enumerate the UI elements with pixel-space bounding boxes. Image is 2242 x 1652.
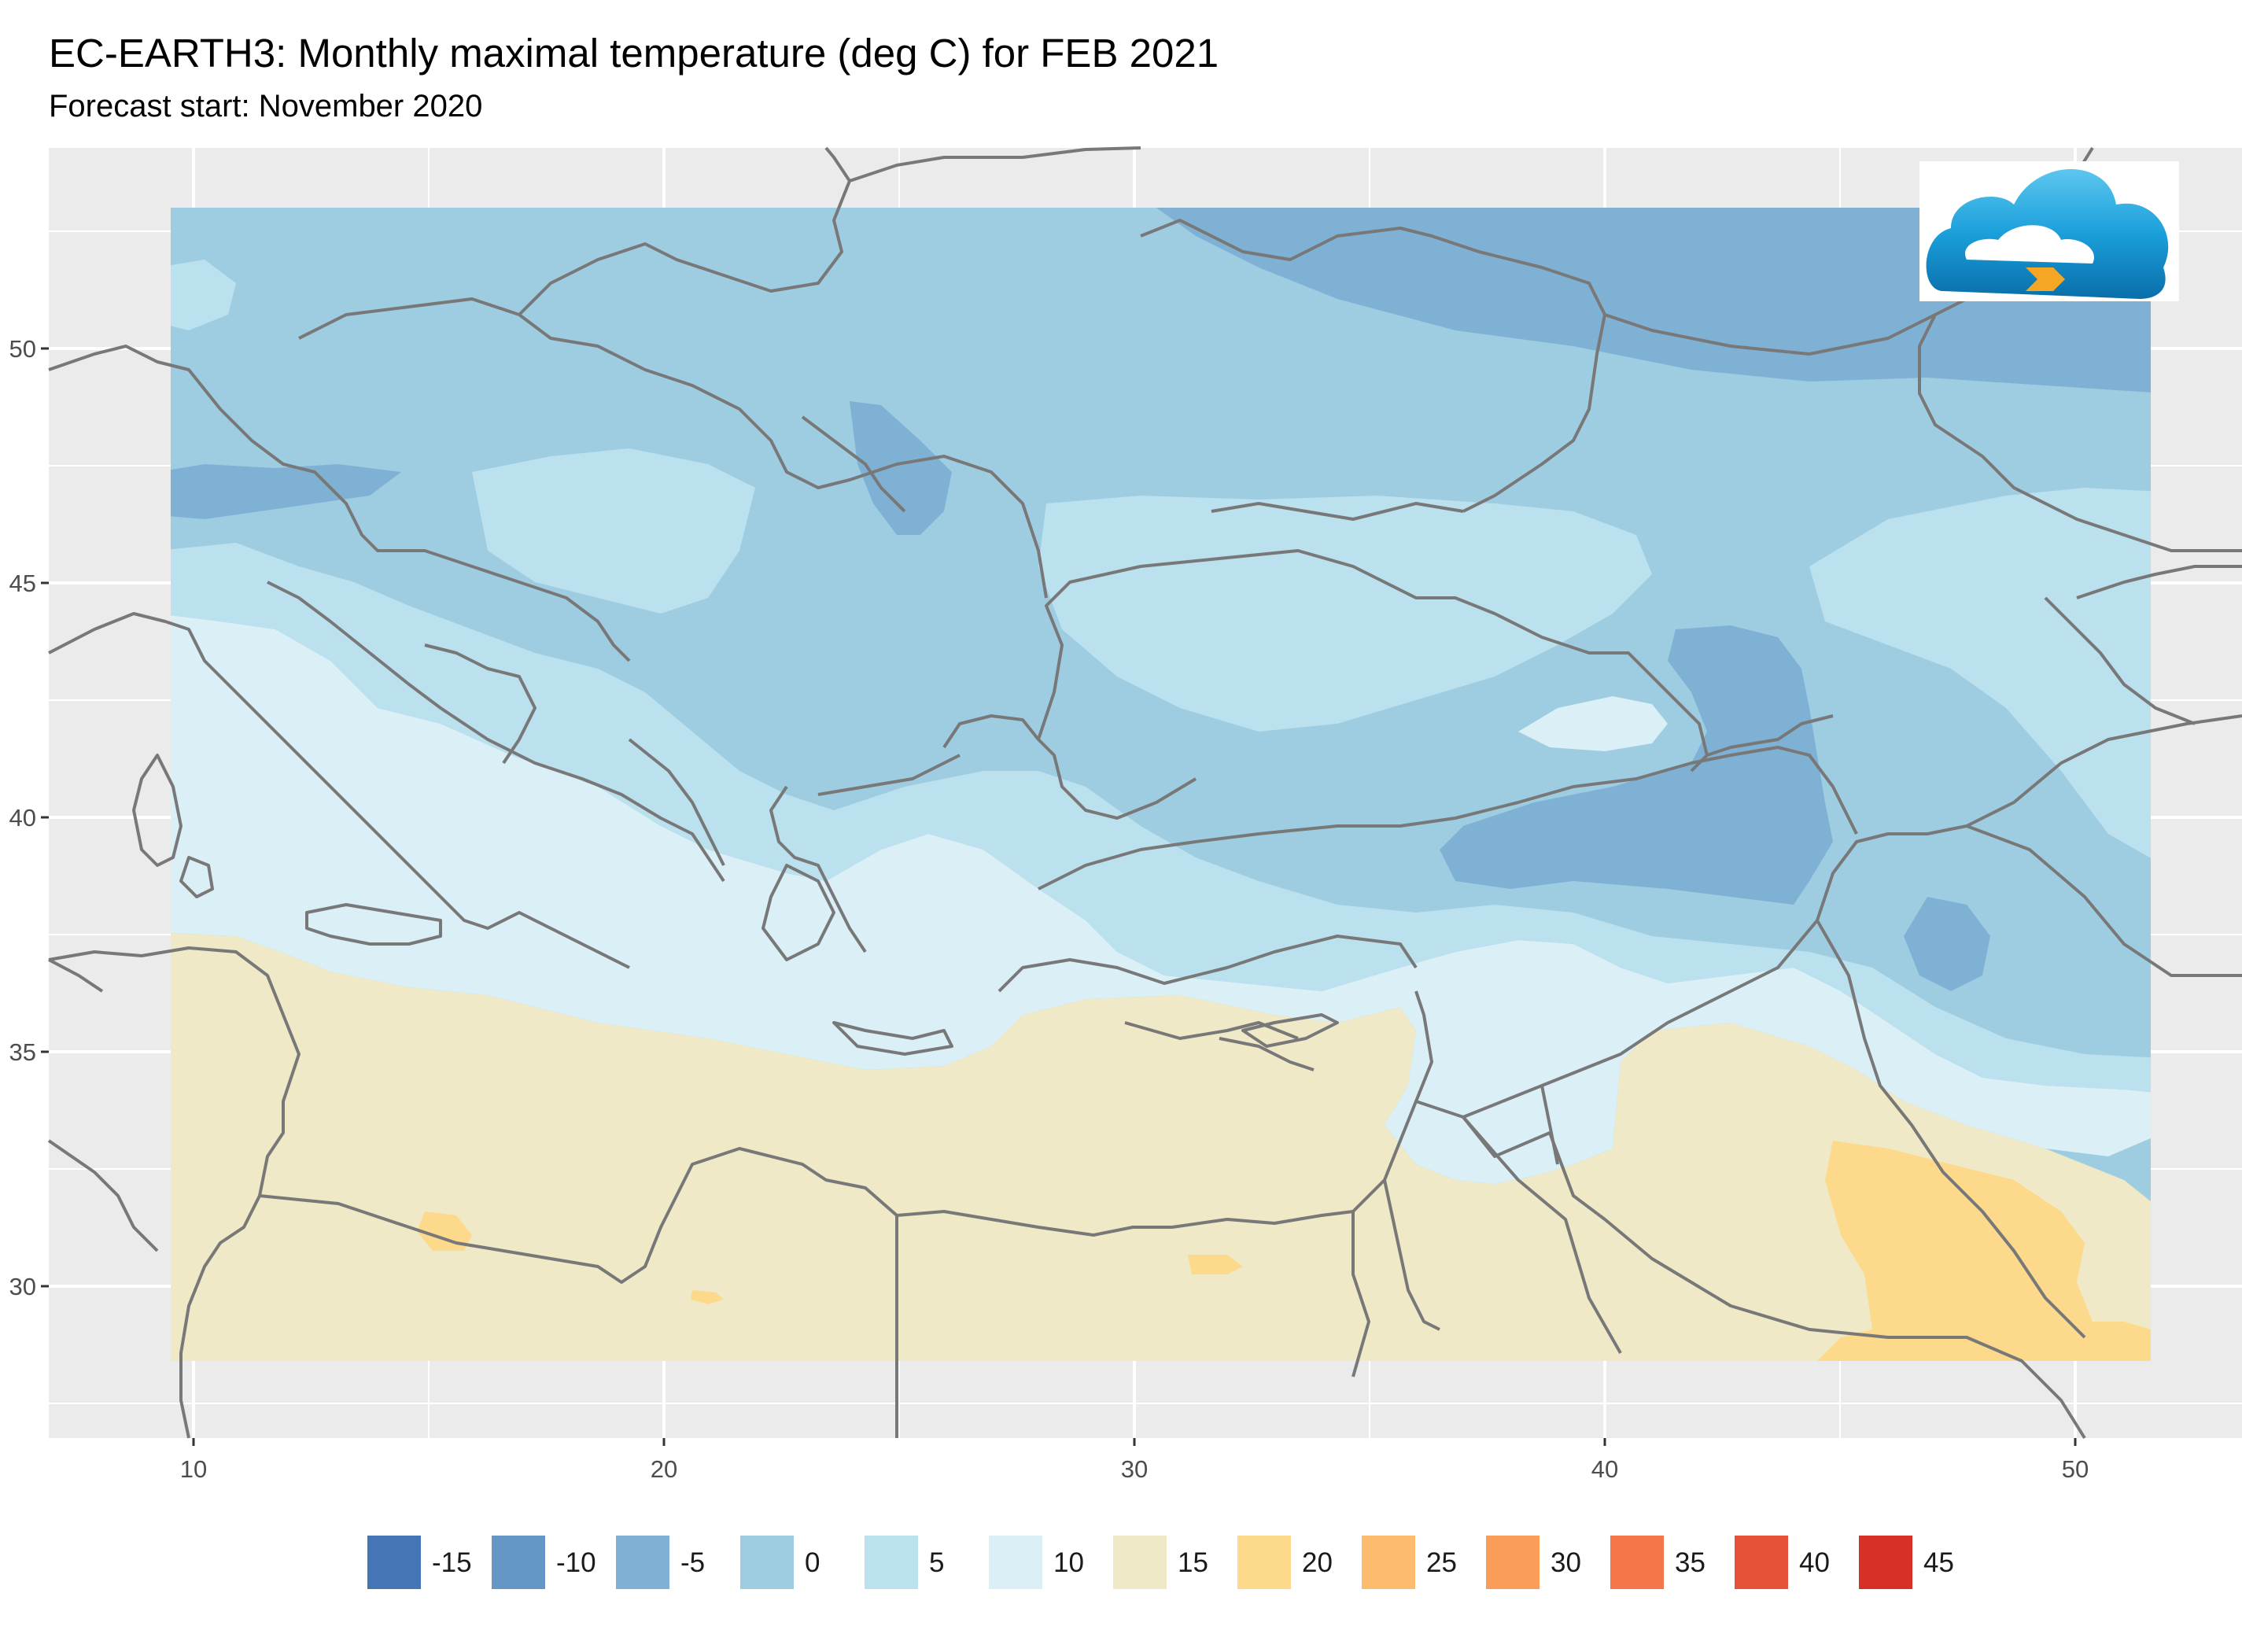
chart-title: EC-EARTH3: Monthly maximal temperature (…: [49, 31, 1219, 76]
legend-label: -5: [680, 1547, 705, 1578]
legend-swatch: [865, 1536, 918, 1589]
country-borders: [47, 146, 2242, 1440]
field-level-m5d: [1440, 625, 1833, 905]
legend-label: 25: [1426, 1547, 1457, 1578]
y-tick-label: 40: [9, 804, 36, 832]
legend-swatch: [1486, 1536, 1540, 1589]
legend: -15 -10 -5 0 5 10 15 20 25 30 35 40 45: [367, 1536, 1954, 1589]
field-level-10: [171, 615, 2151, 1184]
legend-label: 20: [1302, 1547, 1333, 1578]
legend-swatch: [740, 1536, 794, 1589]
field-level-m5b: [850, 401, 952, 535]
x-tick-label: 50: [2062, 1455, 2089, 1483]
legend-swatch: [492, 1536, 545, 1589]
x-tick-label: 10: [180, 1455, 207, 1483]
legend-swatch: [1859, 1536, 1912, 1589]
field-level-5d: [1809, 488, 2151, 858]
chart-subtitle: Forecast start: November 2020: [49, 89, 483, 124]
legend-swatch: [616, 1536, 669, 1589]
y-tick-label: 35: [9, 1038, 36, 1066]
x-tick-label: 30: [1121, 1455, 1148, 1483]
field-level-20b: [417, 1211, 472, 1251]
cloud-logo-icon: [1919, 161, 2179, 301]
field-level-5c: [1038, 496, 1652, 732]
legend-swatch: [1113, 1536, 1167, 1589]
x-tick-label: 20: [651, 1455, 677, 1483]
legend-label: 40: [1799, 1547, 1830, 1578]
field-level-5a: [171, 543, 2151, 1093]
field-level-5e: [171, 260, 236, 330]
legend-swatch: [1735, 1536, 1788, 1589]
field-level-15: [171, 932, 2151, 1361]
legend-swatch: [1237, 1536, 1291, 1589]
field-level-20c: [1188, 1255, 1243, 1274]
legend-label: -10: [556, 1547, 596, 1578]
legend-swatch: [1610, 1536, 1664, 1589]
field-level-10b: [1518, 696, 1668, 751]
field-level-m5a: [1156, 208, 2151, 393]
y-tick-label: 50: [9, 335, 36, 363]
field-level-m5c: [171, 464, 401, 519]
legend-swatch: [367, 1536, 421, 1589]
field-level-5b: [472, 448, 755, 614]
field-level-20a: [1817, 1141, 2151, 1361]
legend-label: 45: [1923, 1547, 1954, 1578]
legend-label: 5: [929, 1547, 944, 1578]
legend-label: 15: [1178, 1547, 1208, 1578]
legend-label: 10: [1053, 1547, 1084, 1578]
legend-label: -15: [432, 1547, 472, 1578]
y-tick-label: 45: [9, 570, 36, 597]
legend-swatch: [989, 1536, 1042, 1589]
field-level-20d: [691, 1290, 724, 1304]
axes: 10 20 30 40 50 50 45 40 35 30: [9, 335, 2089, 1483]
legend-label: 0: [805, 1547, 820, 1578]
x-tick-label: 40: [1591, 1455, 1618, 1483]
field-level-m5e: [1904, 897, 1990, 991]
temperature-field: [171, 208, 2151, 1361]
legend-label: 30: [1551, 1547, 1581, 1578]
y-tick-label: 30: [9, 1273, 36, 1300]
legend-label: 35: [1675, 1547, 1705, 1578]
legend-swatch: [1362, 1536, 1415, 1589]
